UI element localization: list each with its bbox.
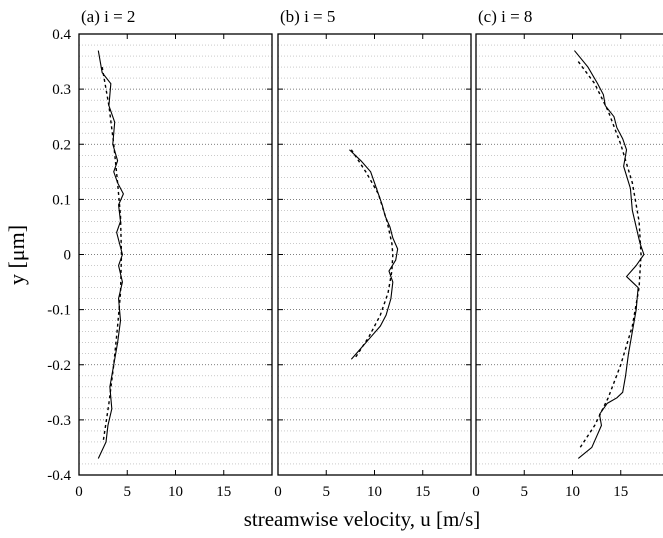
x-axis-label: streamwise velocity, u [m/s] [244,507,481,531]
plot-frame [475,33,663,476]
panel-title: (a) i = 2 [81,7,135,26]
x-tick-label: 5 [323,484,331,500]
series-line-solid [97,50,124,459]
series-line-dashed [577,61,642,448]
y-tick-label: 0.4 [52,27,71,43]
x-tick-label: 5 [521,484,529,500]
x-tick-label: 0 [472,484,480,500]
plot-frame [277,33,472,476]
y-tick-label: -0.3 [47,413,71,429]
panel-1: 0 5 10 15 (a) i = 2 [75,7,273,500]
series-line-dashed [350,149,394,360]
x-tick-label: 0 [75,484,83,500]
y-tick-label: 0.3 [52,82,71,98]
y-tick-label: -0.4 [47,468,71,484]
y-tick-label: 0.1 [52,192,71,208]
x-tick-label: 10 [168,484,183,500]
plot-frame [78,33,273,476]
y-axis-label: y [μm] [4,225,29,285]
series-line-solid [349,149,399,360]
y-tick-label: 0.2 [52,137,71,153]
x-tick-label: 10 [367,484,382,500]
x-tick-label: 15 [415,484,430,500]
y-tick-labels: 0.4 0.3 0.2 0.1 0 -0.1 -0.2 -0.3 -0.4 [47,27,71,484]
x-tick-label: 5 [124,484,132,500]
panel-2: 0 5 10 15 (b) i = 5 [274,7,472,500]
series-line-dashed [101,66,123,443]
x-tick-label: 0 [274,484,282,500]
panel-title: (b) i = 5 [280,7,335,26]
panel-title: (c) i = 8 [478,7,532,26]
y-tick-label: -0.2 [47,358,71,374]
x-tick-label: 15 [216,484,231,500]
y-tick-label: 0 [64,248,72,264]
x-tick-label: 15 [613,484,628,500]
panel-3: 0 5 10 15 (c) i = 8 [472,7,663,500]
y-tick-label: -0.1 [47,303,71,319]
panels: 0 5 10 15 (a) i = 2 0 5 10 15 (b) i = 5 0 5 10 15 (c) … [75,7,663,500]
x-tick-label: 10 [565,484,580,500]
